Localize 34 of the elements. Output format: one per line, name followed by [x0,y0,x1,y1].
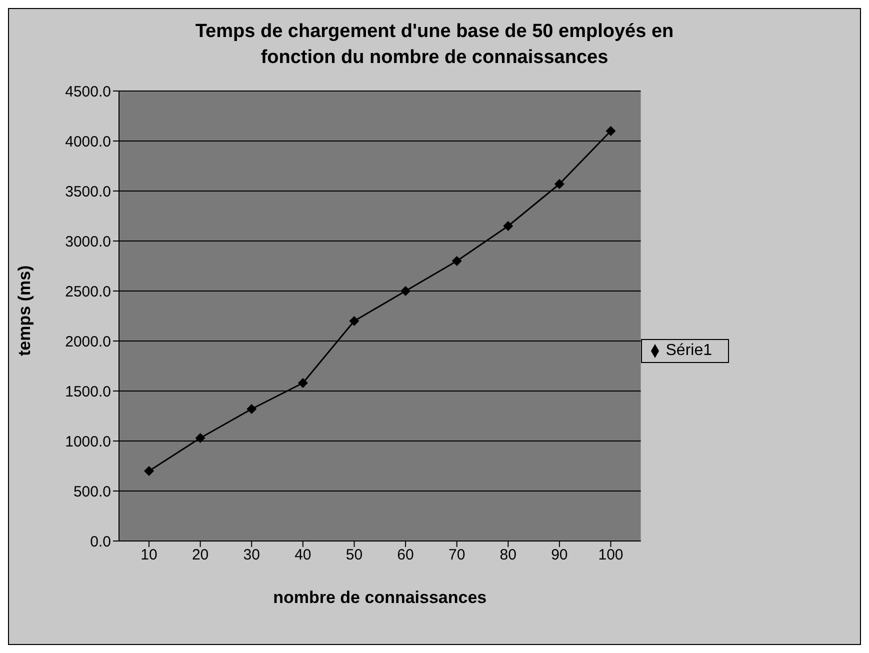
point [195,433,206,443]
x-tick-label: 70 [448,546,466,564]
y-tick-label: 1000.0 [65,433,111,450]
point [246,404,257,414]
point [606,126,616,136]
point [400,286,411,296]
point [503,221,514,231]
x-tick-label: 40 [294,546,312,564]
y-tick-label: 500.0 [73,483,111,500]
point [452,256,462,266]
y-tick-label: 4500.0 [65,83,111,100]
y-tick-label: 1500.0 [65,383,111,400]
x-tick-label: 90 [551,546,568,564]
y-tick-label: 3000.0 [65,233,111,250]
y-tick-label: 2500.0 [65,283,111,300]
x-tick-label: 10 [140,546,158,564]
point [298,378,308,388]
point [349,316,360,326]
y-axis-title: temps (ms) [15,265,34,356]
point [144,466,154,476]
x-axis-title: nombre de connaissances [273,588,487,607]
x-tick-label: 80 [500,546,516,564]
x-tick-label: 50 [346,546,363,564]
point [554,179,564,189]
y-tick-label: 0.0 [90,533,111,550]
legend-label: Série1 [666,342,712,359]
y-tick-label: 2000.0 [65,333,111,350]
x-tick-label: 100 [598,546,624,564]
y-tick-label: 3500.0 [65,183,111,200]
chart-title: Temps de chargement d'une base de 50 employés en fonction du nombre de connaissances [194,20,675,70]
y-tick-label: 4000.0 [65,133,111,150]
x-tick-label: 20 [192,546,209,564]
x-tick-label: 60 [397,546,414,564]
x-tick-label: 30 [243,546,260,564]
